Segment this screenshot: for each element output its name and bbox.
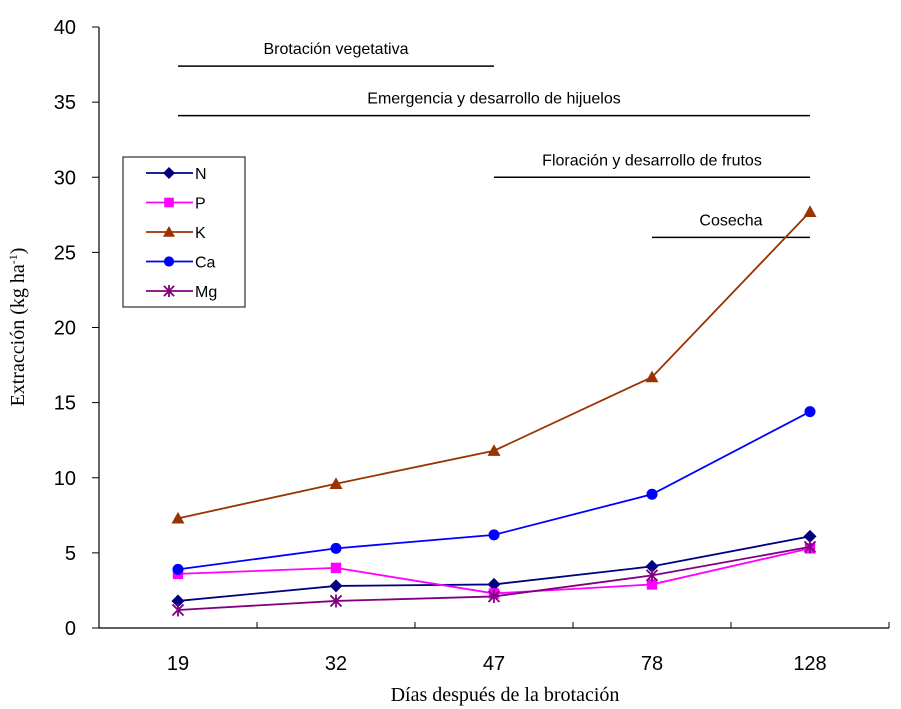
y-axis-label: Extracción (kg ha-1) [6,248,29,407]
x-tick-label: 47 [483,653,505,675]
legend-marker-ca [163,256,175,267]
data-point-k [487,444,501,456]
legend-label-p: P [195,196,206,213]
x-axis-ticks: 19 32 47 78 128 [98,622,890,675]
data-point-n [803,529,817,543]
y-tick-label: 25 [54,242,76,264]
series-line-k [177,211,811,520]
series-k [171,205,817,524]
data-point-k [329,477,343,489]
phase-label: Brotación vegetativa [264,41,409,58]
data-point-ca [172,563,184,575]
phase-label: Emergencia y desarrollo de hijuelos [367,91,620,108]
phase-label: Floración y desarrollo de frutos [542,152,762,169]
y-tick-label: 0 [65,618,76,640]
data-point-k [171,511,185,524]
data-point-ca [804,406,816,418]
legend-item-ca: Ca [146,255,216,272]
data-point-ca [330,542,342,554]
data-point-p [330,562,342,574]
series-ca [172,406,816,575]
data-point-mg [487,589,501,603]
y-tick-label: 10 [54,468,76,490]
legend-label-k: K [195,225,206,242]
x-tick-label: 19 [167,653,189,675]
data-point-k [645,370,659,383]
legend-marker-mg [163,285,175,297]
data-point-p [646,579,658,590]
legend-marker-k [163,226,175,237]
legend-item-p: P [146,196,206,213]
y-tick-label: 35 [54,92,76,114]
x-axis-label: Días después de la brotación [391,684,620,706]
legend-item-mg: Mg [146,284,217,301]
series-line-ca [177,410,811,571]
data-point-ca [488,529,500,541]
legend-label-ca: Ca [195,255,216,272]
legend: NPK Ca Mg [122,156,246,308]
y-axis-label-main: Extracción (kg ha [7,264,29,406]
y-tick-label: 5 [65,543,76,565]
x-tick-label: 78 [641,653,663,675]
data-point-mg [329,594,343,608]
y-axis-ticks: 0 5 10 15 20 25 30 35 40 [54,17,99,640]
data-point-n [329,579,343,593]
y-tick-label: 40 [54,17,76,39]
series-mg [171,540,817,617]
legend-marker-p [164,197,174,208]
legend-label-mg: Mg [195,284,217,301]
legend-label-n: N [195,166,207,183]
legend-marker-n [163,167,175,179]
data-point-k [803,205,817,218]
data-point-ca [646,488,658,500]
x-tick-label: 32 [325,653,347,675]
data-point-mg [803,540,817,554]
series-lines [171,205,817,617]
y-tick-label: 15 [54,393,76,415]
x-tick-label: 128 [793,653,826,675]
data-point-mg [171,603,185,617]
y-axis-label-sup: -1 [6,254,20,264]
data-point-n [645,559,659,573]
legend-item-n: N [146,166,207,183]
y-tick-label: 30 [54,167,76,189]
series-n [171,529,817,608]
phase-label: Cosecha [699,212,762,229]
data-point-n [171,594,185,608]
data-point-n [487,577,501,591]
y-axis-label-close: ) [7,248,29,255]
y-tick-label: 20 [54,318,76,340]
legend-item-k: K [146,225,206,242]
data-point-mg [645,568,659,582]
phase-annotations: Brotación vegetativa Emergencia y desarro… [178,41,810,239]
